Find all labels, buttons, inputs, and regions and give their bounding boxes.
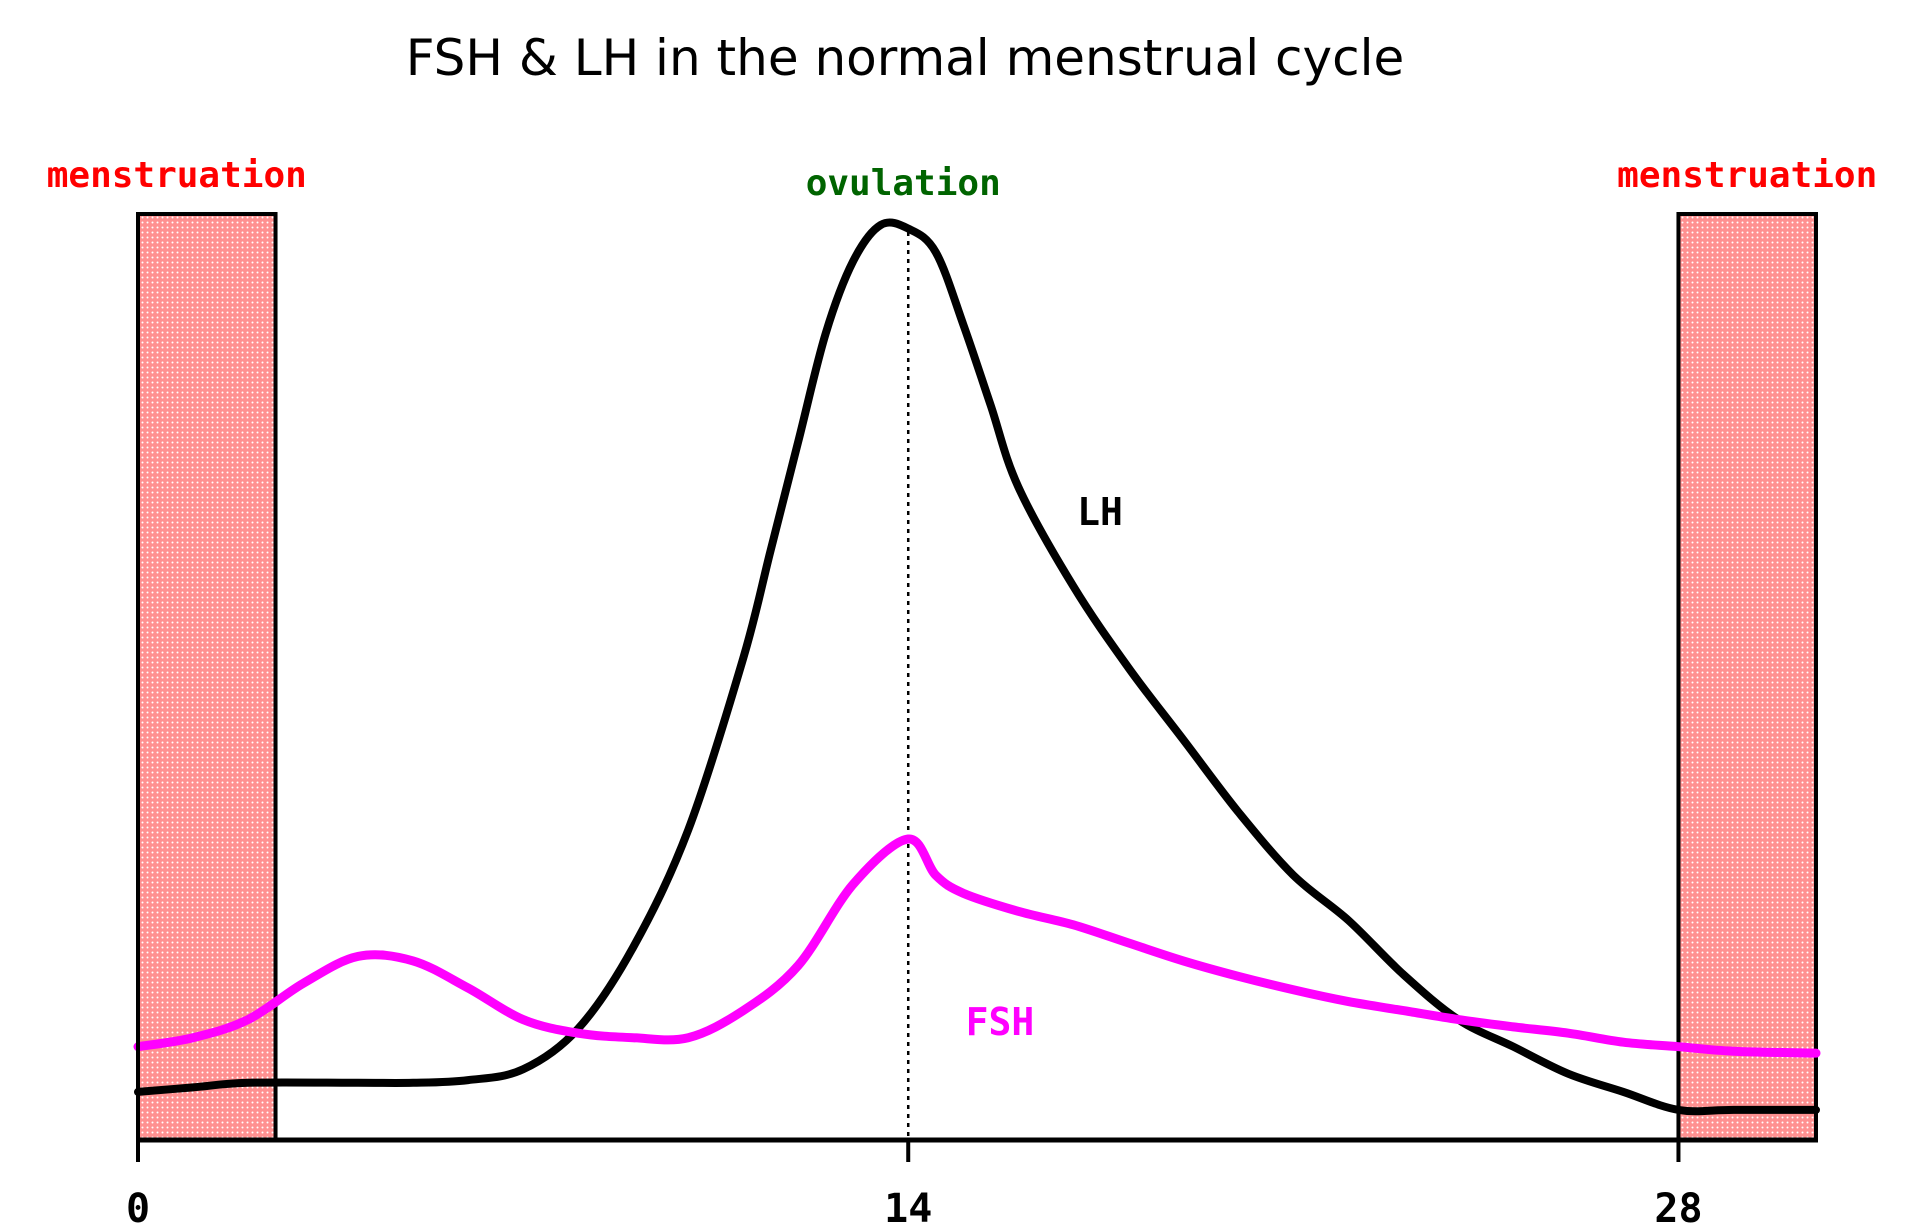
series-line-lh: [134, 218, 1820, 1116]
menstruation-label-1: menstruation: [1617, 155, 1877, 196]
x-tick-label-28: 28: [1654, 1186, 1702, 1227]
menstruation-band-1: [1676, 212, 1818, 1142]
x-axis-ticks: 0 14 28: [126, 1140, 1703, 1227]
menstruation-label-0: menstruation: [47, 155, 307, 196]
series-lines: [133, 218, 1821, 1116]
menstruation-bands: menstruation menstruation: [47, 155, 1877, 1142]
series-label-fsh: FSH: [966, 1000, 1035, 1044]
series-line-fsh: [133, 834, 1821, 1058]
series-labels: LH FSH: [966, 490, 1123, 1044]
axes: [136, 214, 1818, 1143]
series-label-lh: LH: [1077, 490, 1123, 534]
menstruation-band-0: [136, 212, 278, 1142]
x-tick-label-14: 14: [884, 1186, 932, 1227]
ovulation-label: ovulation: [806, 163, 1001, 204]
ovulation-marker: ovulation: [806, 163, 1001, 1140]
x-tick-label-0: 0: [126, 1186, 150, 1227]
chart-title: FSH & LH in the normal menstrual cycle: [406, 29, 1405, 87]
